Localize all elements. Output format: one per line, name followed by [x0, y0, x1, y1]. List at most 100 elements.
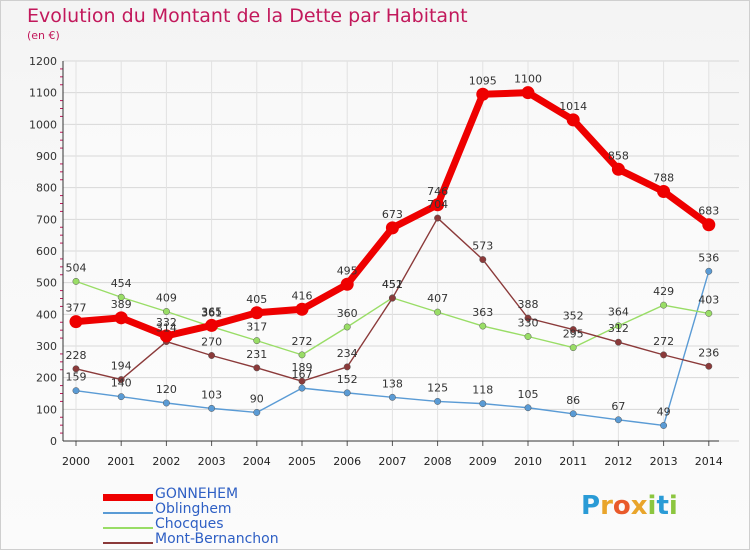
data-point	[343, 363, 351, 371]
data-point	[705, 362, 713, 370]
data-point	[205, 318, 219, 332]
data-label: 118	[472, 384, 493, 397]
x-tick-label: 2014	[695, 455, 723, 468]
data-label: 330	[518, 317, 539, 330]
data-label: 167	[292, 368, 313, 381]
data-point	[114, 311, 128, 325]
data-label: 405	[246, 293, 267, 306]
data-point	[72, 387, 80, 395]
data-label: 454	[111, 277, 132, 290]
y-tick-label: 500	[36, 277, 57, 290]
data-point	[295, 302, 309, 316]
data-label: 365	[201, 305, 222, 318]
data-label: 120	[156, 383, 177, 396]
legend-swatch	[103, 527, 153, 529]
data-point	[253, 364, 261, 372]
data-label: 140	[111, 377, 132, 390]
data-label: 788	[653, 171, 674, 184]
proxiti-logo: Proxiti	[581, 491, 678, 521]
data-point	[117, 376, 125, 384]
data-point	[705, 267, 713, 275]
data-point	[340, 277, 354, 291]
data-point	[521, 86, 535, 100]
y-tick-label: 300	[36, 340, 57, 353]
data-point	[524, 314, 532, 322]
legend-label: Oblinghem	[155, 501, 232, 517]
data-point	[72, 277, 80, 285]
data-label: 352	[563, 310, 584, 323]
data-point	[208, 404, 216, 412]
data-point	[660, 422, 668, 429]
data-point	[479, 400, 487, 408]
logo-letter: r	[600, 491, 613, 521]
data-label: 332	[156, 316, 177, 329]
data-point	[298, 377, 306, 385]
x-tick-label: 2004	[243, 455, 271, 468]
data-label: 272	[653, 335, 674, 348]
x-tick-label: 2013	[650, 455, 678, 468]
logo-letter: t	[656, 491, 669, 521]
legend-swatch	[103, 512, 153, 514]
data-point	[566, 113, 580, 127]
data-point	[657, 184, 671, 198]
x-tick-label: 2003	[198, 455, 226, 468]
x-tick-label: 2010	[514, 455, 542, 468]
data-label: 388	[518, 298, 539, 311]
data-label: 451	[382, 278, 403, 291]
data-point	[611, 162, 625, 176]
y-tick-label: 0	[50, 435, 57, 448]
data-label: 105	[518, 388, 539, 401]
data-label: 452	[382, 278, 403, 291]
data-label: 858	[608, 149, 629, 162]
data-point	[660, 301, 668, 309]
logo-letter: o	[612, 491, 631, 521]
data-point	[434, 397, 442, 405]
data-label: 67	[611, 400, 625, 413]
y-tick-label: 200	[36, 372, 57, 385]
logo-letter: i	[668, 491, 678, 521]
data-label: 704	[427, 198, 448, 211]
data-point	[479, 322, 487, 330]
legend-label: Mont-Bernanchon	[155, 531, 279, 547]
data-point	[614, 416, 622, 424]
data-point	[524, 333, 532, 340]
data-point	[705, 309, 713, 317]
data-point	[298, 384, 306, 392]
data-point	[388, 294, 396, 302]
data-point	[250, 306, 264, 320]
data-label: 407	[427, 292, 448, 305]
data-label: 138	[382, 377, 403, 390]
y-tick-label: 600	[36, 245, 57, 258]
legend-swatch	[103, 542, 153, 544]
data-point	[343, 323, 351, 331]
data-label: 312	[608, 322, 629, 335]
data-label: 231	[246, 348, 267, 361]
data-label: 429	[653, 285, 674, 298]
data-point	[660, 351, 668, 359]
data-label: 1014	[559, 100, 587, 113]
logo-letter: i	[647, 491, 657, 521]
x-tick-label: 2011	[559, 455, 587, 468]
chart-unit-label: (en €)	[27, 29, 60, 42]
data-point	[434, 308, 442, 316]
data-label: 536	[698, 251, 719, 264]
x-tick-label: 2012	[604, 455, 632, 468]
data-point	[614, 338, 622, 346]
data-point	[569, 410, 577, 418]
data-label: 49	[657, 405, 671, 418]
data-label: 377	[66, 302, 87, 315]
data-point	[431, 198, 445, 212]
data-point	[476, 87, 490, 101]
x-tick-label: 2006	[333, 455, 361, 468]
data-label: 194	[111, 360, 132, 373]
data-label: 683	[698, 205, 719, 218]
y-tick-label: 1000	[29, 118, 57, 131]
data-point	[385, 221, 399, 235]
data-point	[343, 389, 351, 397]
legend-label: GONNEHEM	[155, 486, 239, 502]
data-label: 236	[698, 346, 719, 359]
data-label: 317	[246, 321, 267, 334]
y-tick-label: 700	[36, 213, 57, 226]
